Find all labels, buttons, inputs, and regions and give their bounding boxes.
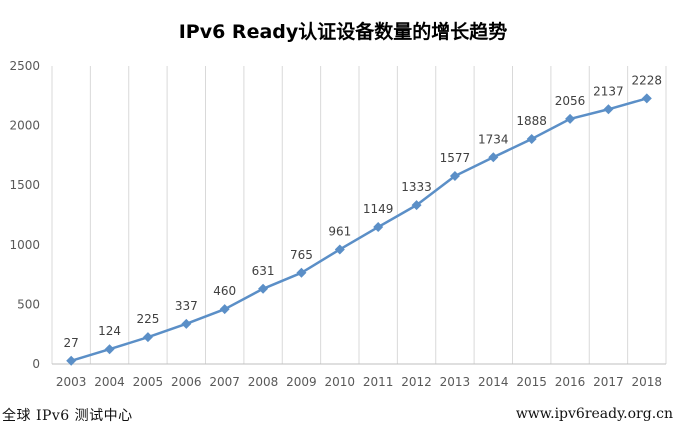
data-point	[334, 244, 345, 255]
data-point	[565, 113, 576, 124]
data-point	[641, 93, 652, 104]
series-line	[70, 97, 648, 362]
data-label: 1333	[401, 180, 432, 194]
data-point	[603, 104, 614, 115]
x-tick-label: 2005	[133, 375, 164, 389]
data-label: 765	[290, 248, 313, 262]
data-label: 1734	[478, 132, 509, 146]
y-tick-label: 1000	[9, 238, 40, 252]
y-tick-label: 1500	[9, 178, 40, 192]
data-label: 27	[64, 336, 79, 350]
footer-website: www.ipv6ready.org.cn	[515, 406, 673, 422]
line-chart: IPv6 Ready认证设备数量的增长趋势 0 500 1000 1500 2000 250…	[9, 20, 667, 389]
data-label: 2137	[593, 84, 624, 98]
data-label: 225	[136, 312, 159, 326]
data-point	[181, 318, 192, 329]
data-label: 2228	[632, 73, 663, 87]
x-tick-label: 2010	[325, 375, 356, 389]
x-tick-label: 2003	[56, 375, 87, 389]
data-point	[142, 332, 153, 343]
x-tick-label: 2018	[632, 375, 663, 389]
data-label: 337	[175, 299, 198, 313]
data-point	[296, 267, 307, 278]
x-tick-label: 2009	[286, 375, 317, 389]
chart-title: IPv6 Ready认证设备数量的增长趋势	[179, 20, 508, 43]
x-tick-label: 2008	[248, 375, 279, 389]
x-tick-label: 2006	[171, 375, 202, 389]
data-point	[488, 152, 499, 163]
x-tick-label: 2007	[209, 375, 240, 389]
data-point	[411, 200, 422, 211]
x-tick-label: 2013	[440, 375, 471, 389]
data-label: 1149	[363, 202, 394, 216]
data-label: 1888	[516, 114, 547, 128]
x-tick-label: 2012	[401, 375, 432, 389]
x-tick-label: 2015	[516, 375, 547, 389]
footer-source-label: 全球 IPv6 测试中心	[2, 408, 133, 424]
y-tick-label: 500	[17, 297, 40, 311]
x-tick-label: 2017	[593, 375, 624, 389]
x-tick-label: 2011	[363, 375, 394, 389]
data-point	[526, 133, 537, 144]
data-point	[449, 171, 460, 182]
data-label: 460	[213, 284, 236, 298]
data-label: 961	[328, 224, 351, 238]
data-label: 1577	[440, 151, 471, 165]
data-label: 124	[98, 324, 121, 338]
x-tick-label: 2014	[478, 375, 509, 389]
data-label: 631	[252, 264, 275, 278]
x-tick-label: 2004	[94, 375, 125, 389]
data-label: 2056	[555, 94, 586, 108]
data-point	[373, 222, 384, 233]
data-point	[66, 355, 77, 366]
x-tick-label: 2016	[555, 375, 586, 389]
data-point	[104, 344, 115, 355]
data-point	[258, 283, 269, 294]
data-point	[219, 304, 230, 315]
y-tick-label: 2000	[9, 119, 40, 133]
y-tick-label: 0	[32, 357, 40, 371]
y-tick-label: 2500	[9, 59, 40, 73]
